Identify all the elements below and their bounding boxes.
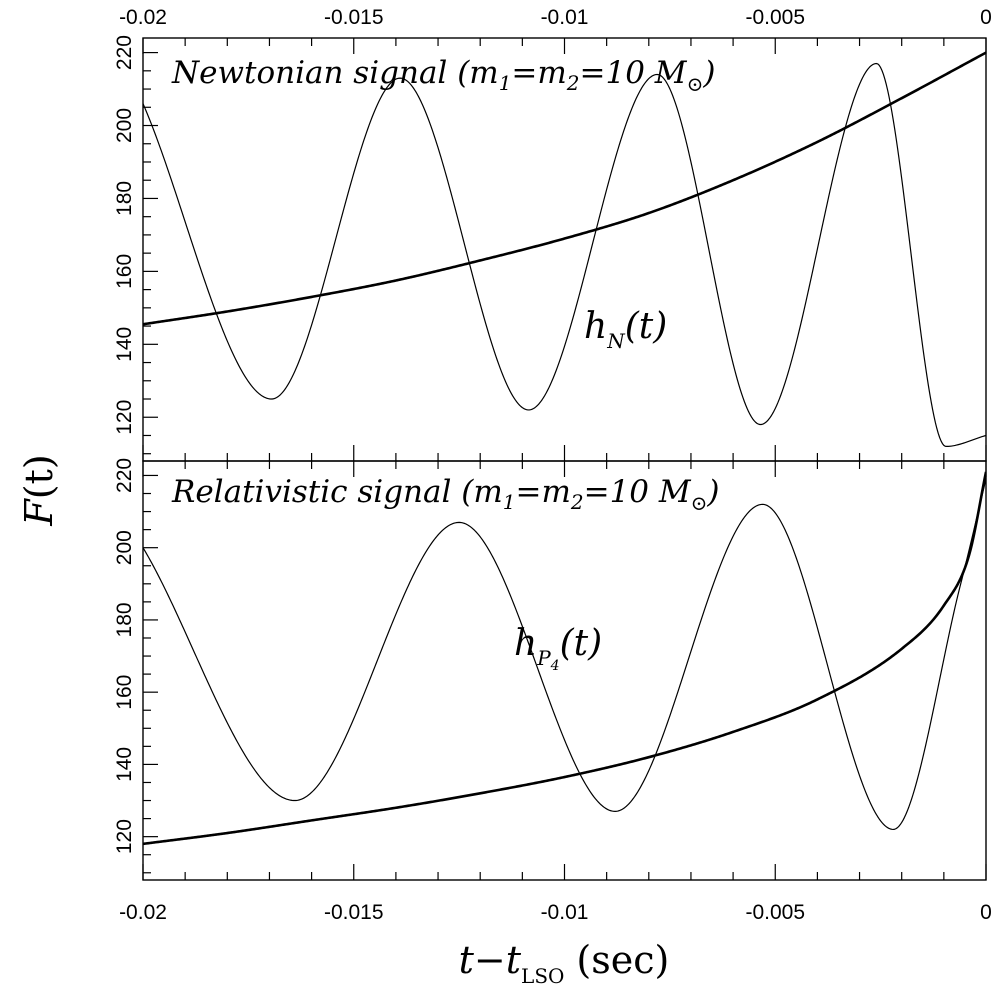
plot-layer: 120 140 160 180 200 220 -0.02 -0.015 -0.01 -0.005… [113,6,992,924]
bottom-y-tick-label-160: 160 [113,675,136,710]
top-panel-title: Newtonian signal (m1=m2=10 M⊙) [171,55,715,96]
x-axis-title: t−tLSO (sec) [459,938,670,988]
top-panel-frame [142,37,987,462]
bottom-x-tick-label-0: -0.02 [119,901,167,924]
bottom-x-tick-label-2: -0.01 [541,901,589,924]
top-y-tick-label-220: 220 [113,35,136,70]
top-frequency-curve [143,51,986,326]
bottom-y-tick-label-220: 220 [113,458,136,493]
bottom-x-tick-label-4: 0 [980,901,992,924]
bottom-panel-frame [142,460,987,881]
bottom-waveform-curve [143,478,986,831]
top-y-tick-label-120: 120 [113,400,136,435]
bottom-y-tick-label-200: 200 [113,530,136,565]
bottom-x-tick-label-3: -0.005 [745,901,805,924]
bottom-x-tick-label-1: -0.015 [324,901,384,924]
bottom-panel-title: Relativistic signal (m1=m2=10 M⊙) [171,474,720,515]
top-y-tick-label-200: 200 [113,108,136,143]
y-axis-title: F(t) [17,454,61,526]
bottom-frequency-curve [143,471,986,846]
bottom-curve-label: hP4(t) [514,623,602,674]
top-x-tick-label-3: -0.005 [745,6,805,29]
top-curve-label: hN(t) [584,306,667,353]
top-y-tick-label-160: 160 [113,254,136,289]
top-y-tick-label-180: 180 [113,181,136,216]
top-x-tick-label-4: 0 [980,6,992,29]
top-waveform-curve [143,62,986,448]
bottom-y-tick-label-140: 140 [113,747,136,782]
bottom-y-tick-label-120: 120 [113,819,136,854]
top-y-tick-label-140: 140 [113,327,136,362]
bottom-y-tick-label-180: 180 [113,602,136,637]
top-x-tick-label-2: -0.01 [541,6,589,29]
top-x-tick-label-0: -0.02 [119,6,167,29]
top-x-tick-label-1: -0.015 [324,6,384,29]
